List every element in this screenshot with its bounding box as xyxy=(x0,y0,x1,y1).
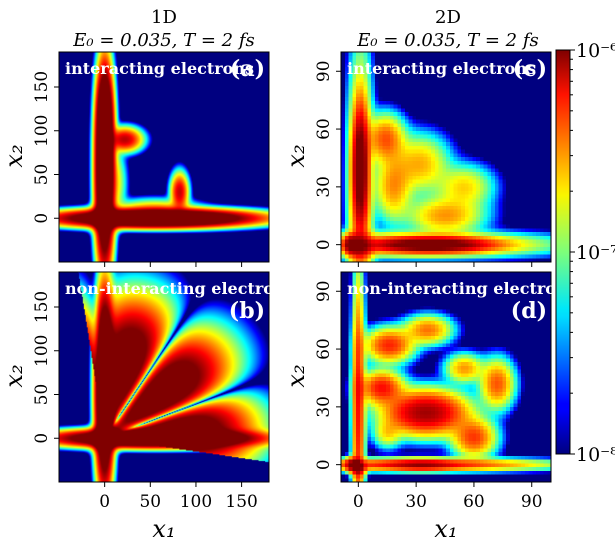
y-axis-label-a: x₂ xyxy=(0,144,28,167)
y-tick-label-c-3: 90 xyxy=(314,60,334,82)
x-axis-label-1d: x₁ xyxy=(152,515,175,543)
colorbar xyxy=(555,49,571,455)
heatmap-a xyxy=(59,52,269,262)
panel-label-c: interacting electrons xyxy=(347,59,536,78)
panel-b-1d-noninteracting: non-interacting electrons(b) 0 50 100 150 0 50… xyxy=(32,271,295,512)
y-tick-label-a-3: 150 xyxy=(32,71,52,103)
panel-frame-b xyxy=(58,271,270,483)
x-axis-label-2d: x₁ xyxy=(434,515,457,543)
col-subtitle-1d: E₀ = 0.035, T = 2 fs xyxy=(72,30,254,51)
x-tick-label-b-0: 0 xyxy=(99,492,110,512)
x-tick-label-d-0: 0 xyxy=(353,492,364,512)
panel-tag-d: (d) xyxy=(511,298,547,324)
x-tick-label-b-3: 150 xyxy=(225,492,257,512)
y-tick-label-c-0: 0 xyxy=(314,239,334,250)
col-subtitle-2d: E₀ = 0.035, T = 2 fs xyxy=(356,30,538,51)
y-tick-label-d-0: 0 xyxy=(314,459,334,470)
col-title-2d: 2D xyxy=(435,7,461,28)
heatmap-d xyxy=(341,272,551,482)
x-tick-label-d-3: 90 xyxy=(521,492,543,512)
y-tick-label-b-0: 0 xyxy=(32,433,52,444)
col-title-1d: 1D xyxy=(151,7,177,28)
y-axis-label-c: x₂ xyxy=(282,144,310,167)
panel-tag-c: (c) xyxy=(513,56,547,82)
y-tick-label-d-1: 30 xyxy=(314,396,334,418)
panel-label-d: non-interacting electrons xyxy=(347,279,577,298)
panel-frame-d xyxy=(340,271,552,483)
x-tick-label-d-2: 60 xyxy=(463,492,485,512)
y-axis-label-b: x₂ xyxy=(0,364,28,387)
y-tick-label-a-1: 50 xyxy=(32,164,52,186)
panel-a-1d-interacting: interacting electrons(a) 0 50 100 150 xyxy=(32,51,270,267)
panel-label-b: non-interacting electrons xyxy=(65,279,295,298)
panel-tag-a: (a) xyxy=(230,56,265,82)
y-tick-label-b-2: 100 xyxy=(32,335,52,367)
colorbar-ticks: 10⁻⁶ 10⁻⁷ 10⁻⁸ xyxy=(570,40,615,466)
colorbar-tick-label-0: 10⁻⁶ xyxy=(576,40,615,62)
panel-label-a: interacting electrons xyxy=(65,59,254,78)
heatmap-c xyxy=(341,52,551,262)
x-tick-label-b-1: 50 xyxy=(139,492,161,512)
x-tick-label-d-1: 30 xyxy=(405,492,427,512)
y-tick-label-b-3: 150 xyxy=(32,291,52,323)
panel-d-2d-noninteracting: non-interacting electrons(d) 0 30 60 90 0 30 60… xyxy=(314,271,577,512)
colorbar-tick-label-1: 10⁻⁷ xyxy=(576,242,615,264)
y-tick-label-c-1: 30 xyxy=(314,176,334,198)
x-tick-label-b-2: 100 xyxy=(180,492,212,512)
y-tick-label-a-0: 0 xyxy=(32,213,52,224)
y-tick-label-c-2: 60 xyxy=(314,118,334,140)
panel-tag-b: (b) xyxy=(229,298,265,324)
panel-frame-a xyxy=(58,51,270,263)
panel-c-2d-interacting: interacting electrons(c) 0 30 60 90 xyxy=(314,51,552,267)
y-tick-label-d-3: 90 xyxy=(314,280,334,302)
y-tick-label-d-2: 60 xyxy=(314,338,334,360)
heatmap-b xyxy=(59,272,269,482)
panel-frame-c xyxy=(340,51,552,263)
y-tick-label-a-2: 100 xyxy=(32,115,52,147)
colorbar-tick-label-2: 10⁻⁸ xyxy=(576,444,615,466)
y-axis-label-d: x₂ xyxy=(282,364,310,387)
y-tick-label-b-1: 50 xyxy=(32,384,52,406)
